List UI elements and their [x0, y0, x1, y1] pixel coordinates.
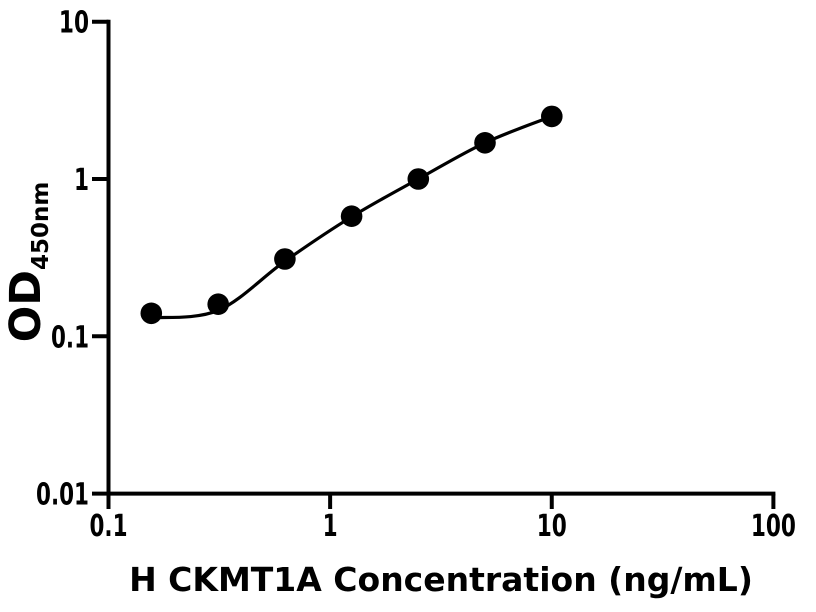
y-tick-label: 10: [59, 6, 89, 41]
x-tick-label: 10: [537, 509, 567, 544]
y-tick-label: 0.01: [36, 478, 89, 513]
data-point: [474, 132, 496, 154]
y-axis-title-subscript: 450nm: [28, 182, 54, 270]
data-point: [140, 302, 163, 325]
y-axis-title: OD450nm: [1, 182, 54, 343]
data-point: [340, 205, 363, 227]
x-tick-label: 1: [323, 509, 338, 544]
axes-spines: [106, 19, 776, 496]
data-point: [407, 168, 430, 190]
x-tick-label: 0.1: [90, 509, 128, 544]
y-tick-label: 1: [74, 163, 89, 198]
y-axis-title-main: OD: [1, 270, 51, 342]
x-axis-title: H CKMT1A Concentration (ng/mL): [129, 560, 753, 599]
y-tick-label: 0.1: [51, 320, 89, 355]
data-point: [541, 105, 563, 128]
x-tick-label: 100: [751, 509, 796, 544]
data-point: [207, 293, 229, 316]
data-point: [274, 248, 296, 270]
